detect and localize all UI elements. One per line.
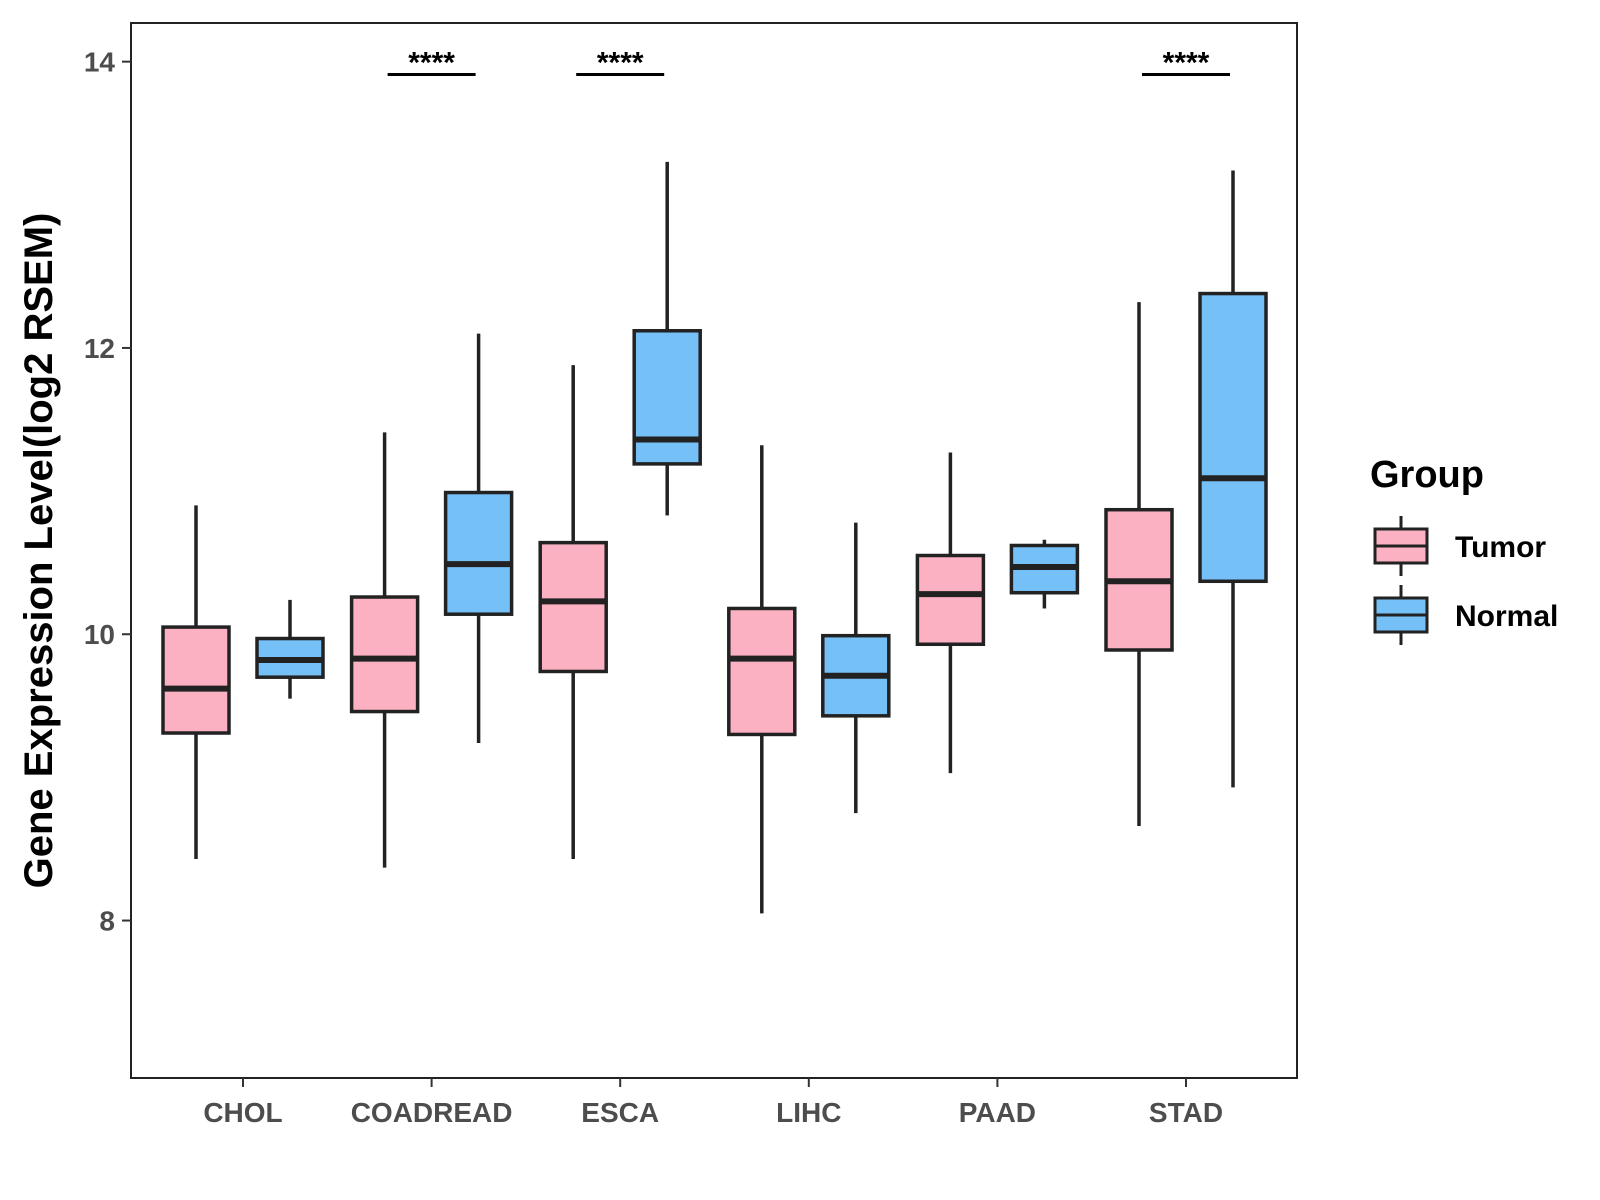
x-tick-label: STAD: [1149, 1097, 1223, 1128]
box-iqr: [727, 606, 797, 737]
legend-item-normal: Normal: [1373, 585, 1558, 645]
significance-label: ****: [597, 47, 644, 80]
legend: Group Tumor Normal: [1370, 454, 1558, 645]
axis-layer: 8 10 12 14 CHOL COADREAD ESCA LIHC PAAD STAD Gene …: [17, 22, 1298, 1128]
box-iqr: [443, 490, 514, 616]
box-tumor-paad: [915, 452, 986, 774]
y-tick-label: 10: [84, 619, 115, 650]
box-iqr: [538, 540, 608, 674]
legend-item-tumor: Tumor: [1373, 516, 1546, 576]
box-normal-coadread: [443, 333, 514, 744]
legend-label: Normal: [1455, 600, 1558, 633]
significance-label: ****: [408, 47, 455, 80]
box-tumor-stad: [1104, 302, 1174, 827]
box-iqr: [632, 329, 702, 466]
box-normal-paad: [1009, 539, 1080, 609]
plot-panel-border: [130, 22, 1298, 1079]
box-iqr: [349, 595, 420, 714]
y-tick-label: 14: [84, 47, 116, 78]
y-tick-label: 12: [84, 333, 115, 364]
y-axis-title: Gene Expression Level(log2 RSEM): [17, 213, 61, 889]
significance-label: ****: [1163, 47, 1210, 80]
box-tumor-lihc: [727, 445, 797, 914]
x-tick-label: COADREAD: [351, 1097, 513, 1128]
plot-layer: **** **** ****: [161, 47, 1268, 914]
y-tick-label: 8: [99, 906, 115, 937]
legend-title: Group: [1370, 454, 1484, 496]
x-tick-label: PAAD: [959, 1097, 1036, 1128]
box-tumor-esca: [538, 365, 608, 859]
box-normal-stad: [1198, 170, 1268, 788]
box-iqr: [915, 553, 986, 647]
x-tick-label: CHOL: [203, 1097, 282, 1128]
x-tick-label: ESCA: [581, 1097, 659, 1128]
box-tumor-coadread: [349, 432, 420, 868]
box-iqr: [161, 625, 231, 735]
box-normal-chol: [255, 599, 325, 699]
box-normal-lihc: [821, 522, 891, 814]
x-tick-label: LIHC: [776, 1097, 841, 1128]
legend-label: Tumor: [1455, 531, 1546, 564]
box-tumor-chol: [161, 505, 231, 859]
box-normal-esca: [632, 161, 702, 516]
box-iqr: [1198, 291, 1268, 584]
